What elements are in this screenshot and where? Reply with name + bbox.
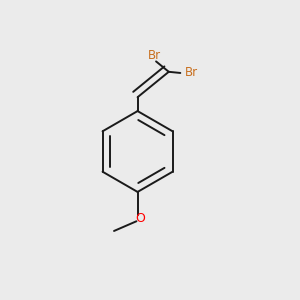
Text: Br: Br (185, 67, 198, 80)
Text: O: O (135, 212, 145, 225)
Text: Br: Br (148, 49, 161, 62)
